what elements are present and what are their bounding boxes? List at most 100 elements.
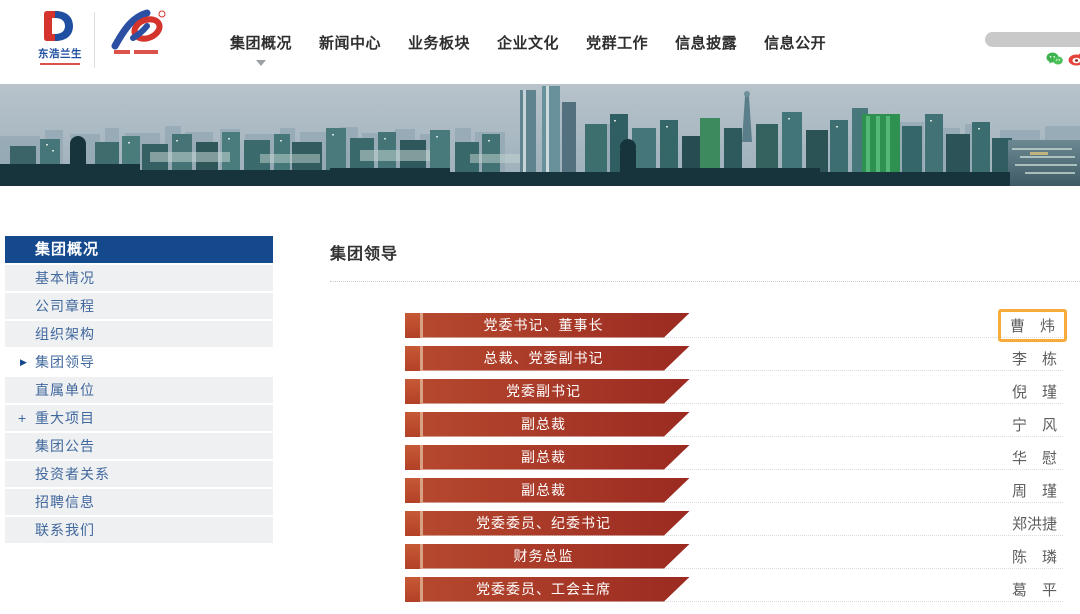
sidebar-item-6[interactable]: 重大项目 — [5, 405, 273, 431]
sidebar-item-4[interactable]: 集团领导 — [5, 349, 273, 375]
nav-item-label: 企业文化 — [497, 34, 560, 52]
brand-logo[interactable]: 东浩兰生 — [38, 8, 167, 68]
leader-list: 党委书记、董事长曹 炜总裁、党委副书记李 栋党委副书记倪 瑾副总裁宁 风副总裁华… — [405, 308, 1067, 602]
leader-name[interactable]: 葛 平 — [1011, 581, 1057, 599]
ribbon-left-block — [405, 345, 420, 371]
anniversary-logo — [105, 8, 167, 54]
sidebar-item-2[interactable]: 公司章程 — [5, 293, 273, 319]
position-ribbon: 党委委员、工会主席 — [405, 576, 690, 602]
site-header: 东浩兰生 集团概况 新闻中心 业务板块 企业文化 党群工作 信息披露 信息公开 — [0, 0, 1080, 84]
leader-name[interactable]: 郑洪捷 — [1011, 515, 1057, 533]
ribbon-left-block — [405, 510, 420, 536]
leader-name[interactable]: 宁 风 — [1011, 416, 1057, 434]
main-nav: 集团概况 新闻中心 业务板块 企业文化 党群工作 信息披露 信息公开 — [230, 0, 826, 84]
nav-item-label: 业务板块 — [408, 34, 471, 52]
ribbon-stripe — [420, 312, 423, 338]
ribbon-left-block — [405, 411, 420, 437]
weibo-icon[interactable] — [1068, 52, 1080, 66]
ribbon-stripe — [420, 411, 423, 437]
nav-item-3[interactable]: 业务板块 — [408, 32, 470, 53]
ribbon-stripe — [420, 510, 423, 536]
position-title: 总裁、党委副书记 — [423, 346, 690, 371]
ribbon-left-block — [405, 378, 420, 404]
leader-row: 副总裁 宁 风 — [405, 411, 1063, 437]
sidebar-item-8[interactable]: 投资者关系 — [5, 461, 273, 487]
wechat-icon[interactable] — [1046, 52, 1063, 66]
position-title: 党委书记、董事长 — [423, 313, 690, 338]
position-title: 副总裁 — [423, 412, 690, 437]
nav-item-label: 信息公开 — [764, 34, 827, 52]
ribbon-left-block — [405, 444, 420, 470]
ribbon-stripe — [420, 378, 423, 404]
position-ribbon: 党委委员、纪委书记 — [405, 510, 690, 536]
sidebar-item-3[interactable]: 组织架构 — [5, 321, 273, 347]
position-title: 党委委员、工会主席 — [423, 577, 690, 602]
logo-d-icon — [44, 11, 73, 41]
title-divider — [330, 281, 1080, 282]
sidebar-item-1[interactable]: 基本情况 — [5, 265, 273, 291]
company-logo: 东浩兰生 — [38, 8, 82, 65]
leader-row: 副总裁 周 瑾 — [405, 477, 1063, 503]
position-title: 副总裁 — [423, 445, 690, 470]
leader-row: 党委委员、纪委书记 郑洪捷 — [405, 510, 1063, 536]
position-ribbon: 党委副书记 — [405, 378, 690, 404]
nav-item-2[interactable]: 新闻中心 — [319, 32, 381, 53]
ribbon-stripe — [420, 543, 423, 569]
position-title: 党委委员、纪委书记 — [423, 511, 690, 536]
position-ribbon: 财务总监 — [405, 543, 690, 569]
nav-item-4[interactable]: 企业文化 — [497, 32, 559, 53]
sidebar-items: 基本情况公司章程组织架构集团领导直属单位重大项目集团公告投资者关系招聘信息联系我… — [5, 265, 273, 543]
leader-name[interactable]: 陈 璘 — [1011, 548, 1057, 566]
leader-name[interactable]: 曹 炜 — [997, 308, 1067, 342]
ribbon-stripe — [420, 576, 423, 602]
social-icons — [1046, 52, 1080, 66]
position-title: 党委副书记 — [423, 379, 690, 404]
position-title: 副总裁 — [423, 478, 690, 503]
ribbon-stripe — [420, 444, 423, 470]
leader-row: 党委副书记 倪 瑾 — [405, 378, 1063, 404]
brand-subtitle-bar — [40, 62, 80, 65]
ribbon-left-block — [405, 477, 420, 503]
main-content: 集团领导 党委书记、董事长 曹 炜总裁、党委副书记 李 栋党委副书记 倪 瑾副总裁 宁 … — [330, 240, 1080, 610]
nav-item-label: 信息披露 — [675, 34, 738, 52]
sidebar-item-7[interactable]: 集团公告 — [5, 433, 273, 459]
nav-item-1[interactable]: 集团概况 — [230, 32, 293, 66]
anniversary-10-icon — [111, 9, 166, 50]
sidebar-item-10[interactable]: 联系我们 — [5, 517, 273, 543]
sidebar-item-5[interactable]: 直属单位 — [5, 377, 273, 403]
nav-item-label: 党群工作 — [586, 34, 649, 52]
ribbon-left-block — [405, 576, 420, 602]
leader-name[interactable]: 华 慰 — [1011, 449, 1057, 467]
page-title: 集团领导 — [330, 246, 399, 263]
search-input[interactable] — [985, 32, 1080, 47]
leader-name[interactable]: 倪 瑾 — [1011, 383, 1057, 401]
position-ribbon: 副总裁 — [405, 477, 690, 503]
position-ribbon: 党委书记、董事长 — [405, 312, 690, 338]
position-ribbon: 副总裁 — [405, 444, 690, 470]
sidebar-item-9[interactable]: 招聘信息 — [5, 489, 273, 515]
sidebar: 集团概况 基本情况公司章程组织架构集团领导直属单位重大项目集团公告投资者关系招聘… — [5, 236, 273, 543]
brand-name: 东浩兰生 — [38, 48, 82, 60]
nav-item-7[interactable]: 信息公开 — [764, 32, 826, 53]
chevron-down-icon — [256, 59, 266, 66]
ribbon-left-block — [405, 543, 420, 569]
sidebar-title: 集团概况 — [5, 236, 273, 263]
position-ribbon: 副总裁 — [405, 411, 690, 437]
anniversary-slogan-bar — [105, 50, 167, 54]
position-ribbon: 总裁、党委副书记 — [405, 345, 690, 371]
ribbon-left-block — [405, 312, 420, 338]
leader-name[interactable]: 周 瑾 — [1011, 482, 1057, 500]
leader-row: 副总裁 华 慰 — [405, 444, 1063, 470]
leader-name[interactable]: 李 栋 — [1011, 350, 1057, 368]
logo-divider — [94, 12, 95, 68]
position-title: 财务总监 — [423, 544, 690, 569]
nav-item-label: 集团概况 — [230, 34, 293, 52]
ribbon-stripe — [420, 477, 423, 503]
leader-row: 党委委员、工会主席 葛 平 — [405, 576, 1063, 602]
ribbon-stripe — [420, 345, 423, 371]
nav-item-6[interactable]: 信息披露 — [675, 32, 737, 53]
city-banner-image — [0, 84, 1080, 186]
leader-row: 财务总监 陈 璘 — [405, 543, 1063, 569]
nav-item-5[interactable]: 党群工作 — [586, 32, 648, 53]
